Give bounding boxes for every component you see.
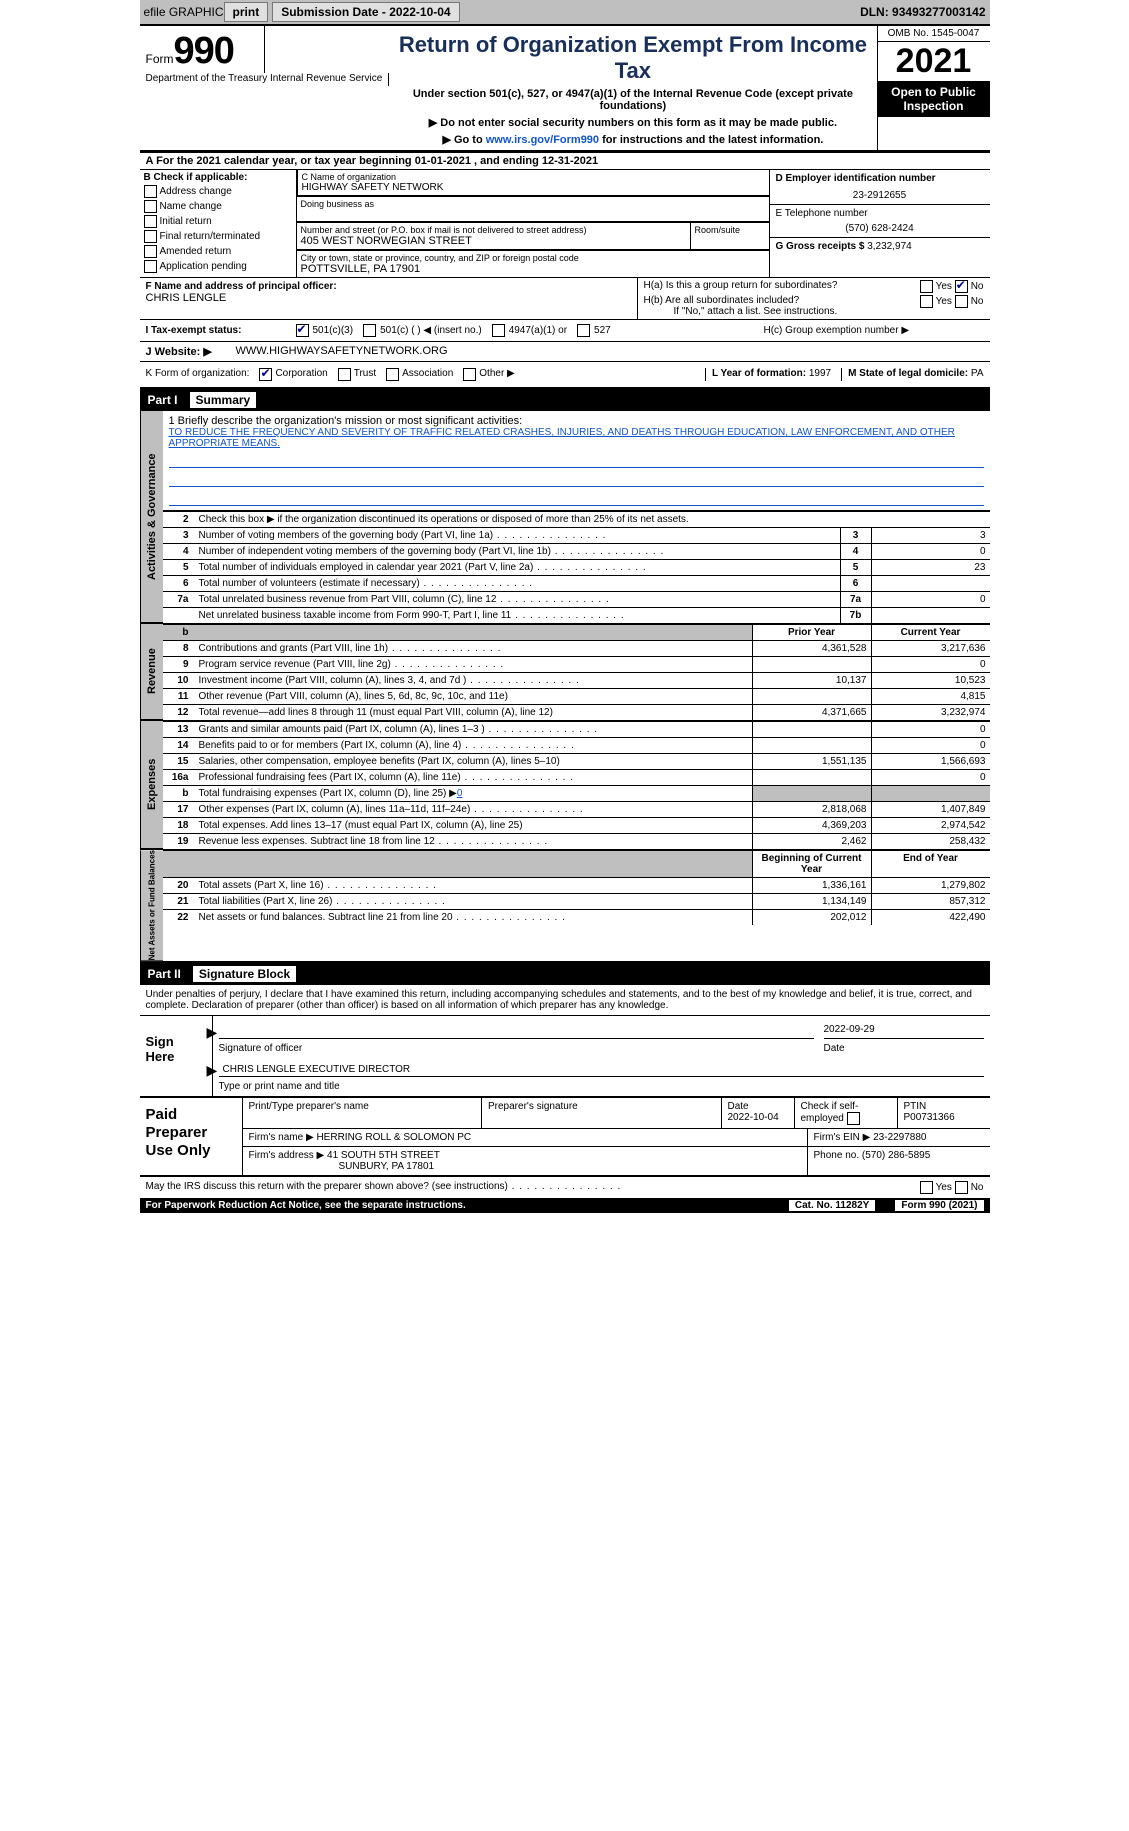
calendar-year-line: A For the 2021 calendar year, or tax yea… bbox=[140, 153, 990, 169]
check-501c3[interactable] bbox=[296, 324, 309, 337]
check-527[interactable] bbox=[577, 324, 590, 337]
perjury-text: Under penalties of perjury, I declare th… bbox=[140, 985, 990, 1015]
check-4947[interactable] bbox=[492, 324, 505, 337]
org-info-column: C Name of organization HIGHWAY SAFETY NE… bbox=[297, 170, 769, 277]
phone-label: E Telephone number bbox=[776, 208, 984, 219]
dept-label: Department of the Treasury Internal Reve… bbox=[140, 73, 390, 86]
city-address: POTTSVILLE, PA 17901 bbox=[301, 263, 765, 275]
sign-here-block: Sign Here ▶ Signature of officer 2022-09… bbox=[140, 1015, 990, 1096]
website-value: WWW.HIGHWAYSAFETYNETWORK.ORG bbox=[236, 345, 448, 358]
ein-label: D Employer identification number bbox=[776, 173, 984, 184]
street-address: 405 WEST NORWEGIAN STREET bbox=[301, 235, 686, 247]
check-501c[interactable] bbox=[363, 324, 376, 337]
city-label: City or town, state or province, country… bbox=[301, 253, 765, 263]
part2-header: Part II Signature Block bbox=[140, 963, 990, 985]
tax-status-row: I Tax-exempt status: 501(c)(3) 501(c) ( … bbox=[140, 319, 990, 341]
form-number-block: Form990 bbox=[140, 26, 265, 73]
gross-value: 3,232,974 bbox=[867, 241, 912, 252]
discuss-row: May the IRS discuss this return with the… bbox=[140, 1176, 990, 1198]
netassets-table: Beginning of Current YearEnd of Year 20T… bbox=[163, 850, 990, 925]
form-title: Return of Organization Exempt From Incom… bbox=[395, 32, 870, 84]
form-org-row: K Form of organization: Corporation Trus… bbox=[140, 361, 990, 389]
omb-number: OMB No. 1545-0047 bbox=[878, 26, 990, 42]
form-header: Form990 Department of the Treasury Inter… bbox=[140, 24, 990, 150]
check-association[interactable] bbox=[386, 368, 399, 381]
governance-table: 2Check this box ▶ if the organization di… bbox=[163, 511, 990, 623]
check-other[interactable] bbox=[463, 368, 476, 381]
footer-bar: For Paperwork Reduction Act Notice, see … bbox=[140, 1198, 990, 1213]
org-name: HIGHWAY SAFETY NETWORK bbox=[302, 182, 765, 193]
title-block: Return of Organization Exempt From Incom… bbox=[389, 26, 876, 150]
dln-label: DLN: 93493277003142 bbox=[860, 5, 985, 19]
form-subtitle: Under section 501(c), 527, or 4947(a)(1)… bbox=[395, 88, 870, 112]
street-label: Number and street (or P.O. box if mail i… bbox=[301, 225, 686, 235]
vtab-revenue: Revenue bbox=[140, 624, 163, 720]
tax-year: 2021 bbox=[878, 42, 990, 81]
check-app-pending[interactable]: Application pending bbox=[144, 260, 292, 273]
check-amended[interactable]: Amended return bbox=[144, 245, 292, 258]
expenses-table: 13Grants and similar amounts paid (Part … bbox=[163, 721, 990, 849]
submission-date: Submission Date - 2022-10-04 bbox=[272, 2, 459, 22]
irs-link[interactable]: www.irs.gov/Form990 bbox=[486, 134, 599, 146]
efile-label: efile GRAPHIC bbox=[144, 5, 224, 19]
check-name-change[interactable]: Name change bbox=[144, 200, 292, 213]
ein-value: 23-2912655 bbox=[776, 184, 984, 201]
hc-label: H(c) Group exemption number ▶ bbox=[764, 325, 984, 336]
vtab-netassets: Net Assets or Fund Balances bbox=[140, 850, 163, 961]
right-column: D Employer identification number 23-2912… bbox=[769, 170, 990, 277]
website-row: J Website: ▶ WWW.HIGHWAYSAFETYNETWORK.OR… bbox=[140, 341, 990, 361]
room-label: Room/suite bbox=[695, 225, 765, 235]
form-note2: ▶ Go to www.irs.gov/Form990 for instruct… bbox=[395, 133, 870, 146]
principal-label: F Name and address of principal officer: bbox=[146, 281, 631, 292]
form-note1: ▶ Do not enter social security numbers o… bbox=[395, 116, 870, 129]
check-trust[interactable] bbox=[338, 368, 351, 381]
vtab-governance: Activities & Governance bbox=[140, 411, 163, 623]
check-address-change[interactable]: Address change bbox=[144, 185, 292, 198]
phone-value: (570) 628-2424 bbox=[776, 219, 984, 234]
check-initial-return[interactable]: Initial return bbox=[144, 215, 292, 228]
year-block: OMB No. 1545-0047 2021 Open to Public In… bbox=[877, 26, 990, 150]
hb-label: H(b) Are all subordinates included? Yes … bbox=[644, 295, 984, 306]
paid-preparer-block: Paid Preparer Use Only Print/Type prepar… bbox=[140, 1096, 990, 1176]
part1-header: Part I Summary bbox=[140, 389, 990, 411]
revenue-table: bPrior YearCurrent Year 8Contributions a… bbox=[163, 624, 990, 720]
check-corporation[interactable] bbox=[259, 368, 272, 381]
section-b: B Check if applicable: Address change Na… bbox=[140, 169, 990, 277]
check-column: B Check if applicable: Address change Na… bbox=[140, 170, 297, 277]
dba-label: Doing business as bbox=[301, 199, 765, 209]
top-toolbar: efile GRAPHIC print Submission Date - 20… bbox=[140, 0, 990, 24]
check-final-return[interactable]: Final return/terminated bbox=[144, 230, 292, 243]
vtab-expenses: Expenses bbox=[140, 721, 163, 849]
mission-block: 1 Briefly describe the organization's mi… bbox=[163, 411, 990, 511]
public-inspection: Open to Public Inspection bbox=[878, 81, 990, 117]
gross-label: G Gross receipts $ bbox=[776, 241, 865, 252]
org-name-label: C Name of organization bbox=[302, 172, 765, 182]
principal-row: F Name and address of principal officer:… bbox=[140, 277, 990, 319]
print-button[interactable]: print bbox=[224, 2, 269, 22]
principal-name: CHRIS LENGLE bbox=[146, 292, 631, 304]
ha-label: H(a) Is this a group return for subordin… bbox=[644, 280, 984, 291]
mission-text: TO REDUCE THE FREQUENCY AND SEVERITY OF … bbox=[169, 427, 984, 449]
